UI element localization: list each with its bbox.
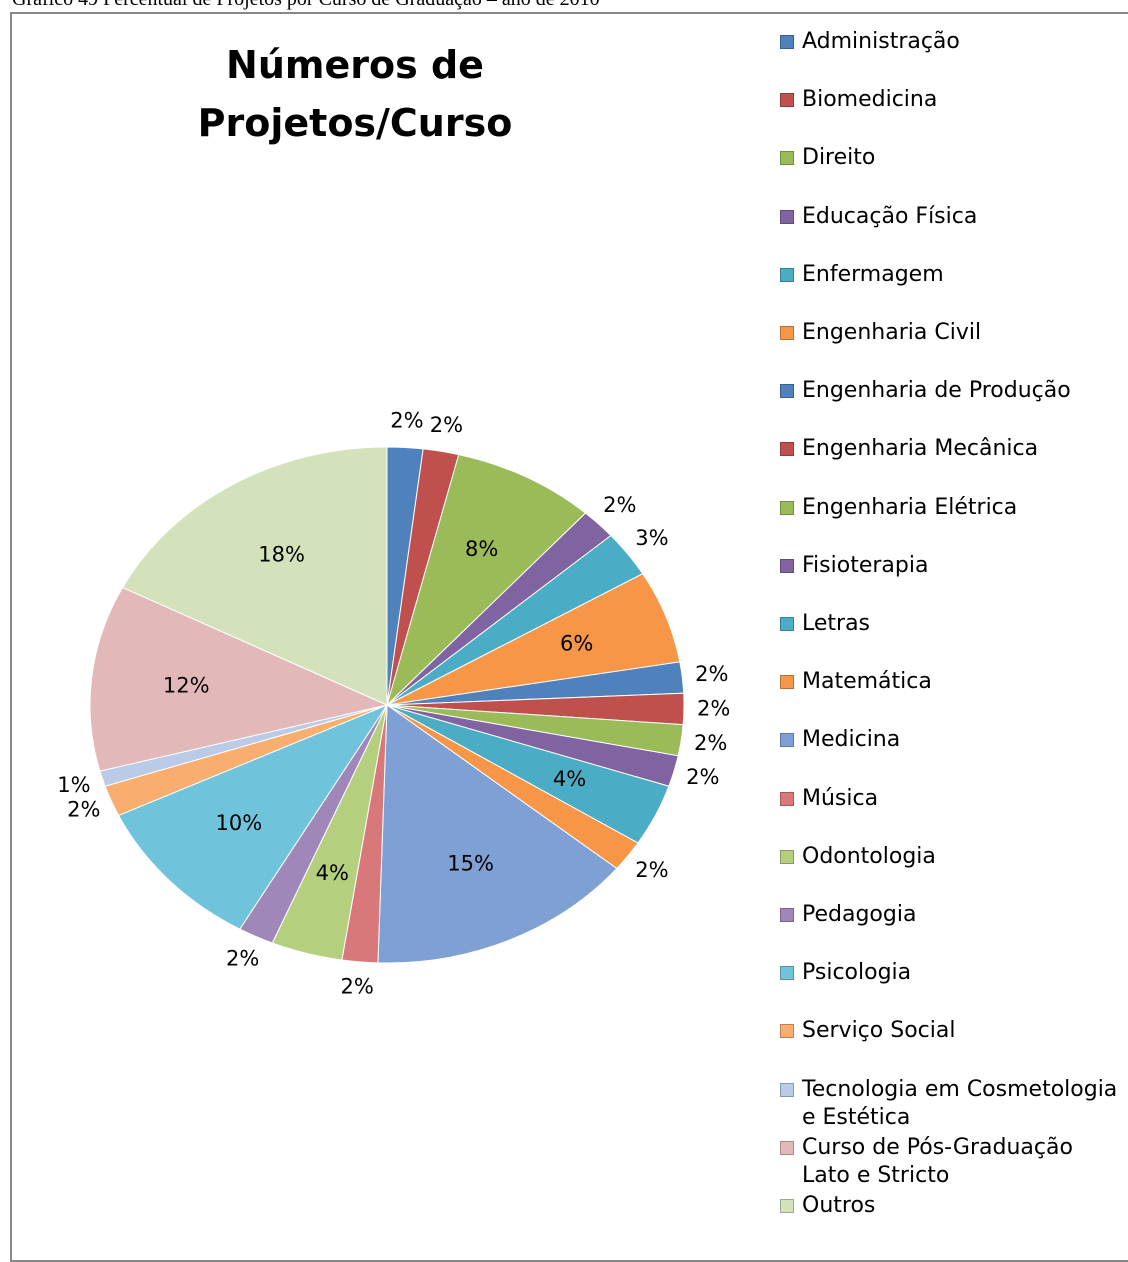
data-label: 4%	[316, 861, 349, 885]
legend-label: Letras	[802, 611, 871, 636]
legend-label: Tecnologia em Cosmetologia e Estética	[802, 1076, 1118, 1130]
data-label: 2%	[695, 662, 728, 686]
data-label: 2%	[686, 765, 719, 789]
legend-item: Biomedicina	[780, 86, 1122, 114]
legend-item: Administração	[780, 28, 1122, 56]
legend-item: Engenharia Civil	[780, 319, 1122, 347]
legend-item: Serviço Social	[780, 1017, 1122, 1045]
data-label: 10%	[216, 811, 263, 835]
data-label: 18%	[258, 542, 305, 566]
legend-swatch	[780, 93, 794, 108]
legend-swatch	[780, 675, 794, 690]
legend-item: Direito	[780, 144, 1122, 172]
legend-label: Curso de Pós-Graduação Lato e Stricto	[802, 1134, 1073, 1188]
legend-swatch	[780, 384, 794, 399]
legend-swatch	[780, 791, 794, 806]
legend-item: Música	[780, 785, 1122, 813]
legend-swatch	[780, 442, 794, 457]
data-label: 2%	[697, 696, 730, 720]
legend-item: Engenharia Elétrica	[780, 494, 1122, 522]
data-label: 12%	[163, 673, 210, 697]
legend-swatch	[780, 35, 794, 49]
data-label: 2%	[226, 947, 259, 971]
data-label: 2%	[390, 409, 423, 433]
legend-item: Educação Física	[780, 203, 1122, 231]
legend-swatch	[780, 209, 794, 224]
legend-swatch	[780, 1024, 794, 1039]
legend-label: Engenharia de Produção	[802, 378, 1071, 404]
legend-item: Tecnologia em Cosmetologia e Estética	[780, 1076, 1122, 1132]
legend-label: Engenharia Mecânica	[802, 436, 1039, 462]
pie-slice	[377, 704, 618, 964]
legend-swatch	[780, 1199, 794, 1213]
legend-swatch	[780, 849, 794, 864]
legend-label: Educação Física	[802, 203, 978, 229]
pie-slice	[121, 446, 388, 706]
data-label: 2%	[430, 413, 463, 437]
legend-item: Curso de Pós-Graduação Lato e Stricto	[780, 1134, 1122, 1190]
legend-label: Psicologia	[802, 960, 912, 986]
legend-label: Biomedicina	[802, 87, 938, 113]
data-label: 1%	[57, 773, 90, 797]
legend-swatch	[780, 908, 794, 922]
legend-item: Medicina	[780, 726, 1122, 754]
legend-swatch	[780, 267, 794, 282]
data-label: 6%	[560, 632, 593, 656]
legend-swatch	[780, 558, 794, 573]
legend-label: Pedagogia	[802, 902, 917, 927]
legend-label: Outros	[802, 1193, 876, 1218]
legend-swatch	[780, 1082, 794, 1097]
data-label: 2%	[694, 731, 727, 755]
legend-label: Medicina	[802, 727, 901, 753]
legend-label: Engenharia Civil	[802, 320, 982, 345]
legend-label: Engenharia Elétrica	[802, 494, 1018, 520]
legend-item: Fisioterapia	[780, 552, 1122, 580]
legend-swatch	[780, 1140, 794, 1155]
data-label: 8%	[465, 537, 498, 561]
legend-item: Letras	[780, 610, 1122, 638]
legend-label: Música	[802, 785, 879, 811]
pie-slice	[117, 703, 389, 930]
legend-swatch	[780, 617, 794, 631]
legend-label: Direito	[802, 145, 876, 171]
data-label: 15%	[447, 852, 494, 876]
legend-item: Enfermagem	[780, 261, 1122, 289]
legend-swatch	[780, 326, 794, 340]
chart-title: Números de Projetos/Curso	[197, 43, 513, 145]
legend-swatch	[780, 151, 794, 166]
legend-label: Odontologia	[802, 843, 936, 869]
legend-item: Outros	[780, 1192, 1122, 1220]
legend-label: Administração	[802, 29, 960, 54]
data-label: 3%	[635, 526, 668, 550]
legend-swatch	[780, 733, 794, 748]
legend-item: Matemática	[780, 668, 1122, 696]
legend-item: Odontologia	[780, 843, 1122, 871]
legend-label: Serviço Social	[802, 1018, 956, 1044]
legend-item: Psicologia	[780, 959, 1122, 987]
data-label: 2%	[340, 975, 373, 999]
legend-label: Fisioterapia	[802, 552, 929, 578]
data-label: 2%	[635, 858, 668, 882]
legend-label: Enfermagem	[802, 261, 944, 287]
pie-slice	[89, 586, 389, 772]
legend-item: Engenharia de Produção	[780, 377, 1122, 405]
legend-label: Matemática	[802, 669, 932, 695]
legend-swatch	[780, 966, 794, 981]
legend-item: Engenharia Mecânica	[780, 435, 1122, 463]
data-label: 2%	[603, 493, 636, 517]
caption: Gráfico 49 Percentual de Projetos por Cu…	[12, 0, 600, 11]
pie-slice	[386, 454, 587, 707]
legend-swatch	[780, 500, 794, 515]
legend-item: Pedagogia	[780, 901, 1122, 929]
data-label: 4%	[553, 767, 586, 791]
data-label: 2%	[67, 798, 100, 822]
